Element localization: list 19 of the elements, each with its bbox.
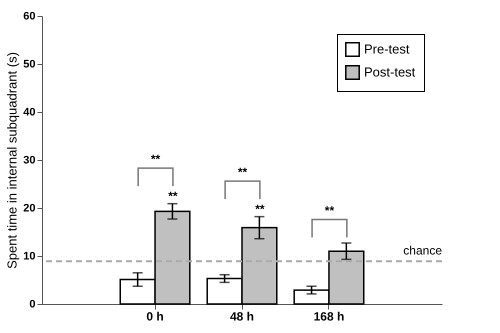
y-axis-title: Spent time in internal subquadrant (s) <box>4 52 20 269</box>
y-tick-label: 60 <box>23 10 36 22</box>
y-tick-label: 50 <box>23 58 36 70</box>
annotation: ** <box>150 152 161 166</box>
x-tick-label: 0 h <box>146 310 164 324</box>
y-tick-label: 40 <box>23 106 36 118</box>
legend-label: Pre-test <box>364 42 410 56</box>
ref-line-label: chance <box>403 243 442 258</box>
annotation: ** <box>168 189 178 204</box>
y-tick-label: 10 <box>23 250 36 262</box>
annotation: ** <box>238 165 248 180</box>
x-tick-label: 48 h <box>230 310 254 324</box>
x-tick-label: 168 h <box>314 310 344 324</box>
y-tick-label: 30 <box>23 154 36 166</box>
annotation: ** <box>324 204 334 218</box>
y-tick-label: 0 <box>29 298 36 310</box>
annotation: ** <box>255 202 265 216</box>
y-tick-label: 20 <box>23 202 36 214</box>
legend-label: Post-test <box>364 64 416 80</box>
